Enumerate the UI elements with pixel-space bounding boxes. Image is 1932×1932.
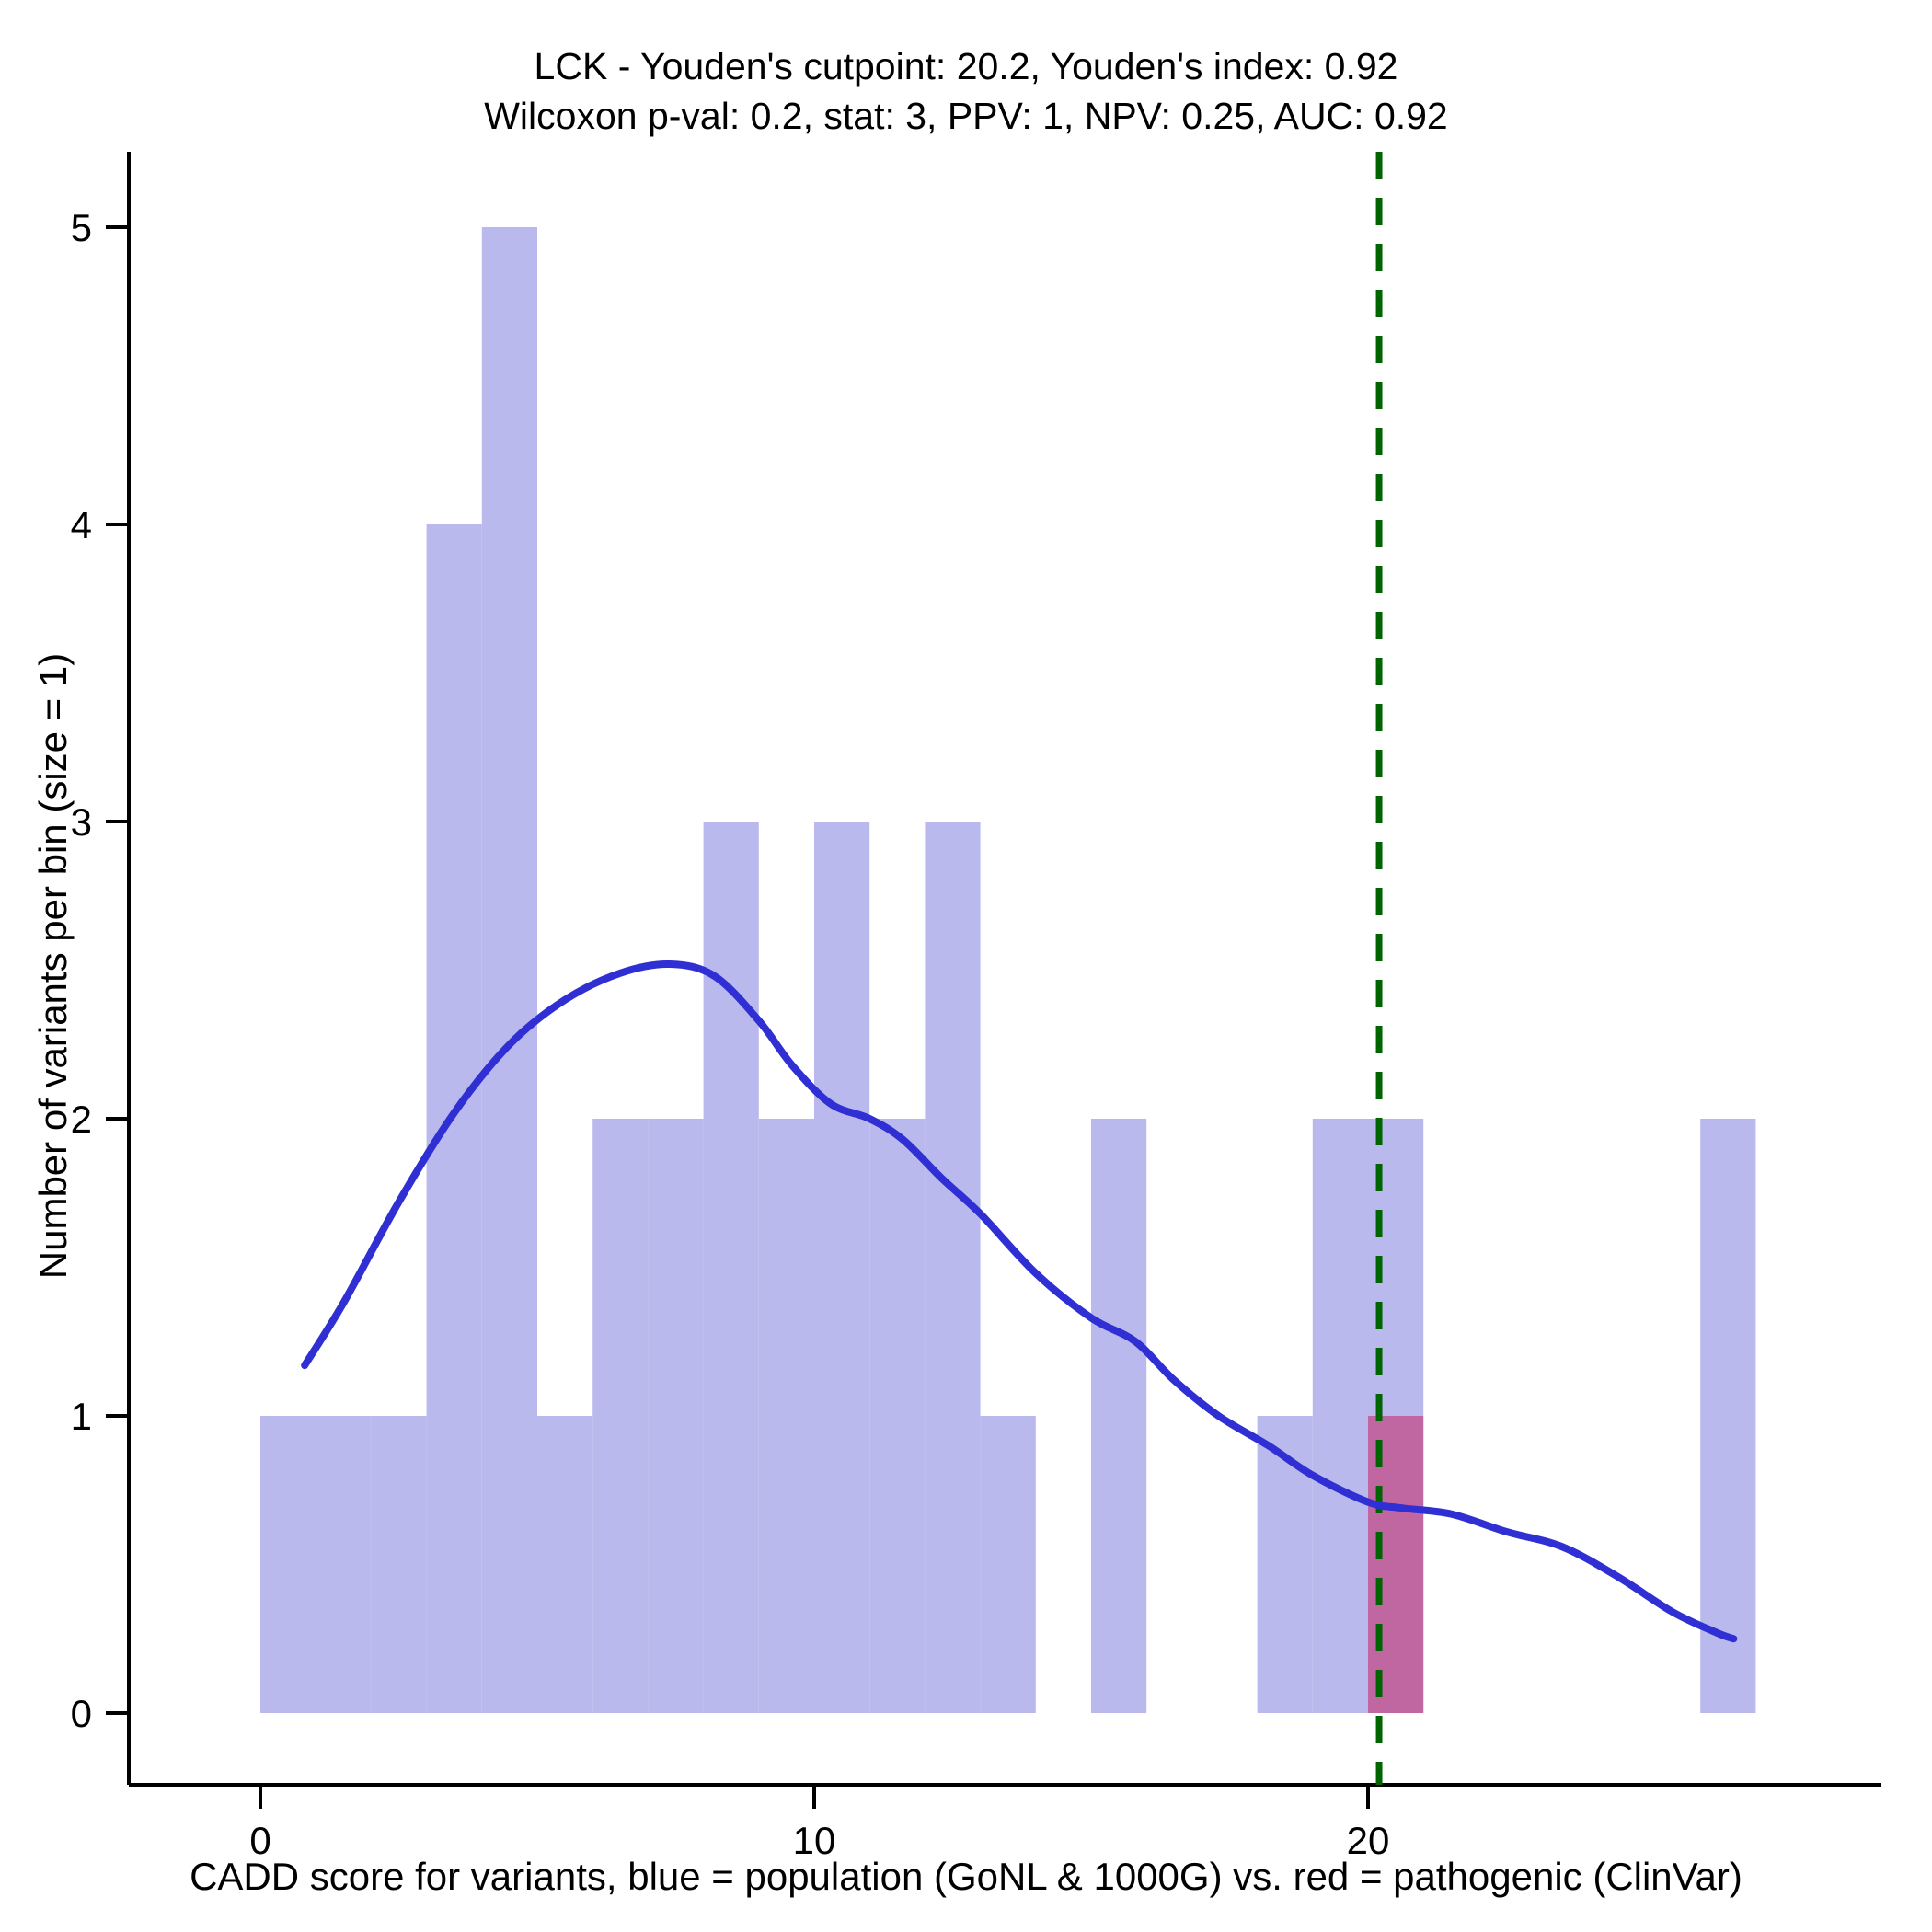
histogram-bar-population (869, 1119, 926, 1713)
y-tick-label: 2 (71, 1098, 92, 1141)
histogram-bar-population (316, 1416, 372, 1713)
histogram-bar-population (1312, 1119, 1368, 1713)
histogram-bar-population (980, 1416, 1036, 1713)
y-tick-label: 4 (71, 503, 92, 546)
histogram-bar-population (648, 1119, 704, 1713)
histogram-bar-population (925, 822, 981, 1713)
chart-title-line1: LCK - Youden's cutpoint: 20.2, Youden's … (534, 45, 1398, 87)
histogram-bar-population (1700, 1119, 1756, 1713)
x-axis-label: CADD score for variants, blue = populati… (190, 1855, 1742, 1898)
y-axis-label: Number of variants per bin (size = 1) (31, 652, 75, 1280)
y-tick-label: 3 (71, 800, 92, 844)
y-tick-label: 1 (71, 1395, 92, 1438)
y-tick-label: 5 (71, 206, 92, 249)
histogram-bar-population (371, 1416, 427, 1713)
histogram-bar-population (260, 1416, 316, 1713)
chart-title-line2: Wilcoxon p-val: 0.2, stat: 3, PPV: 1, NP… (484, 95, 1448, 137)
x-tick-label: 0 (249, 1819, 270, 1862)
histogram-bar-population (814, 822, 870, 1713)
x-tick-label: 10 (793, 1819, 836, 1862)
y-tick-label: 0 (71, 1692, 92, 1735)
histogram-bar-population (592, 1119, 649, 1713)
histogram-bar-population (703, 822, 759, 1713)
density-curve (301, 960, 1738, 1643)
histogram-bar-population (758, 1119, 814, 1713)
x-tick-label: 20 (1347, 1819, 1390, 1862)
histogram-bar-population (537, 1416, 593, 1713)
histogram-bar-population (481, 227, 537, 1713)
histogram-bar-population (1091, 1119, 1147, 1713)
